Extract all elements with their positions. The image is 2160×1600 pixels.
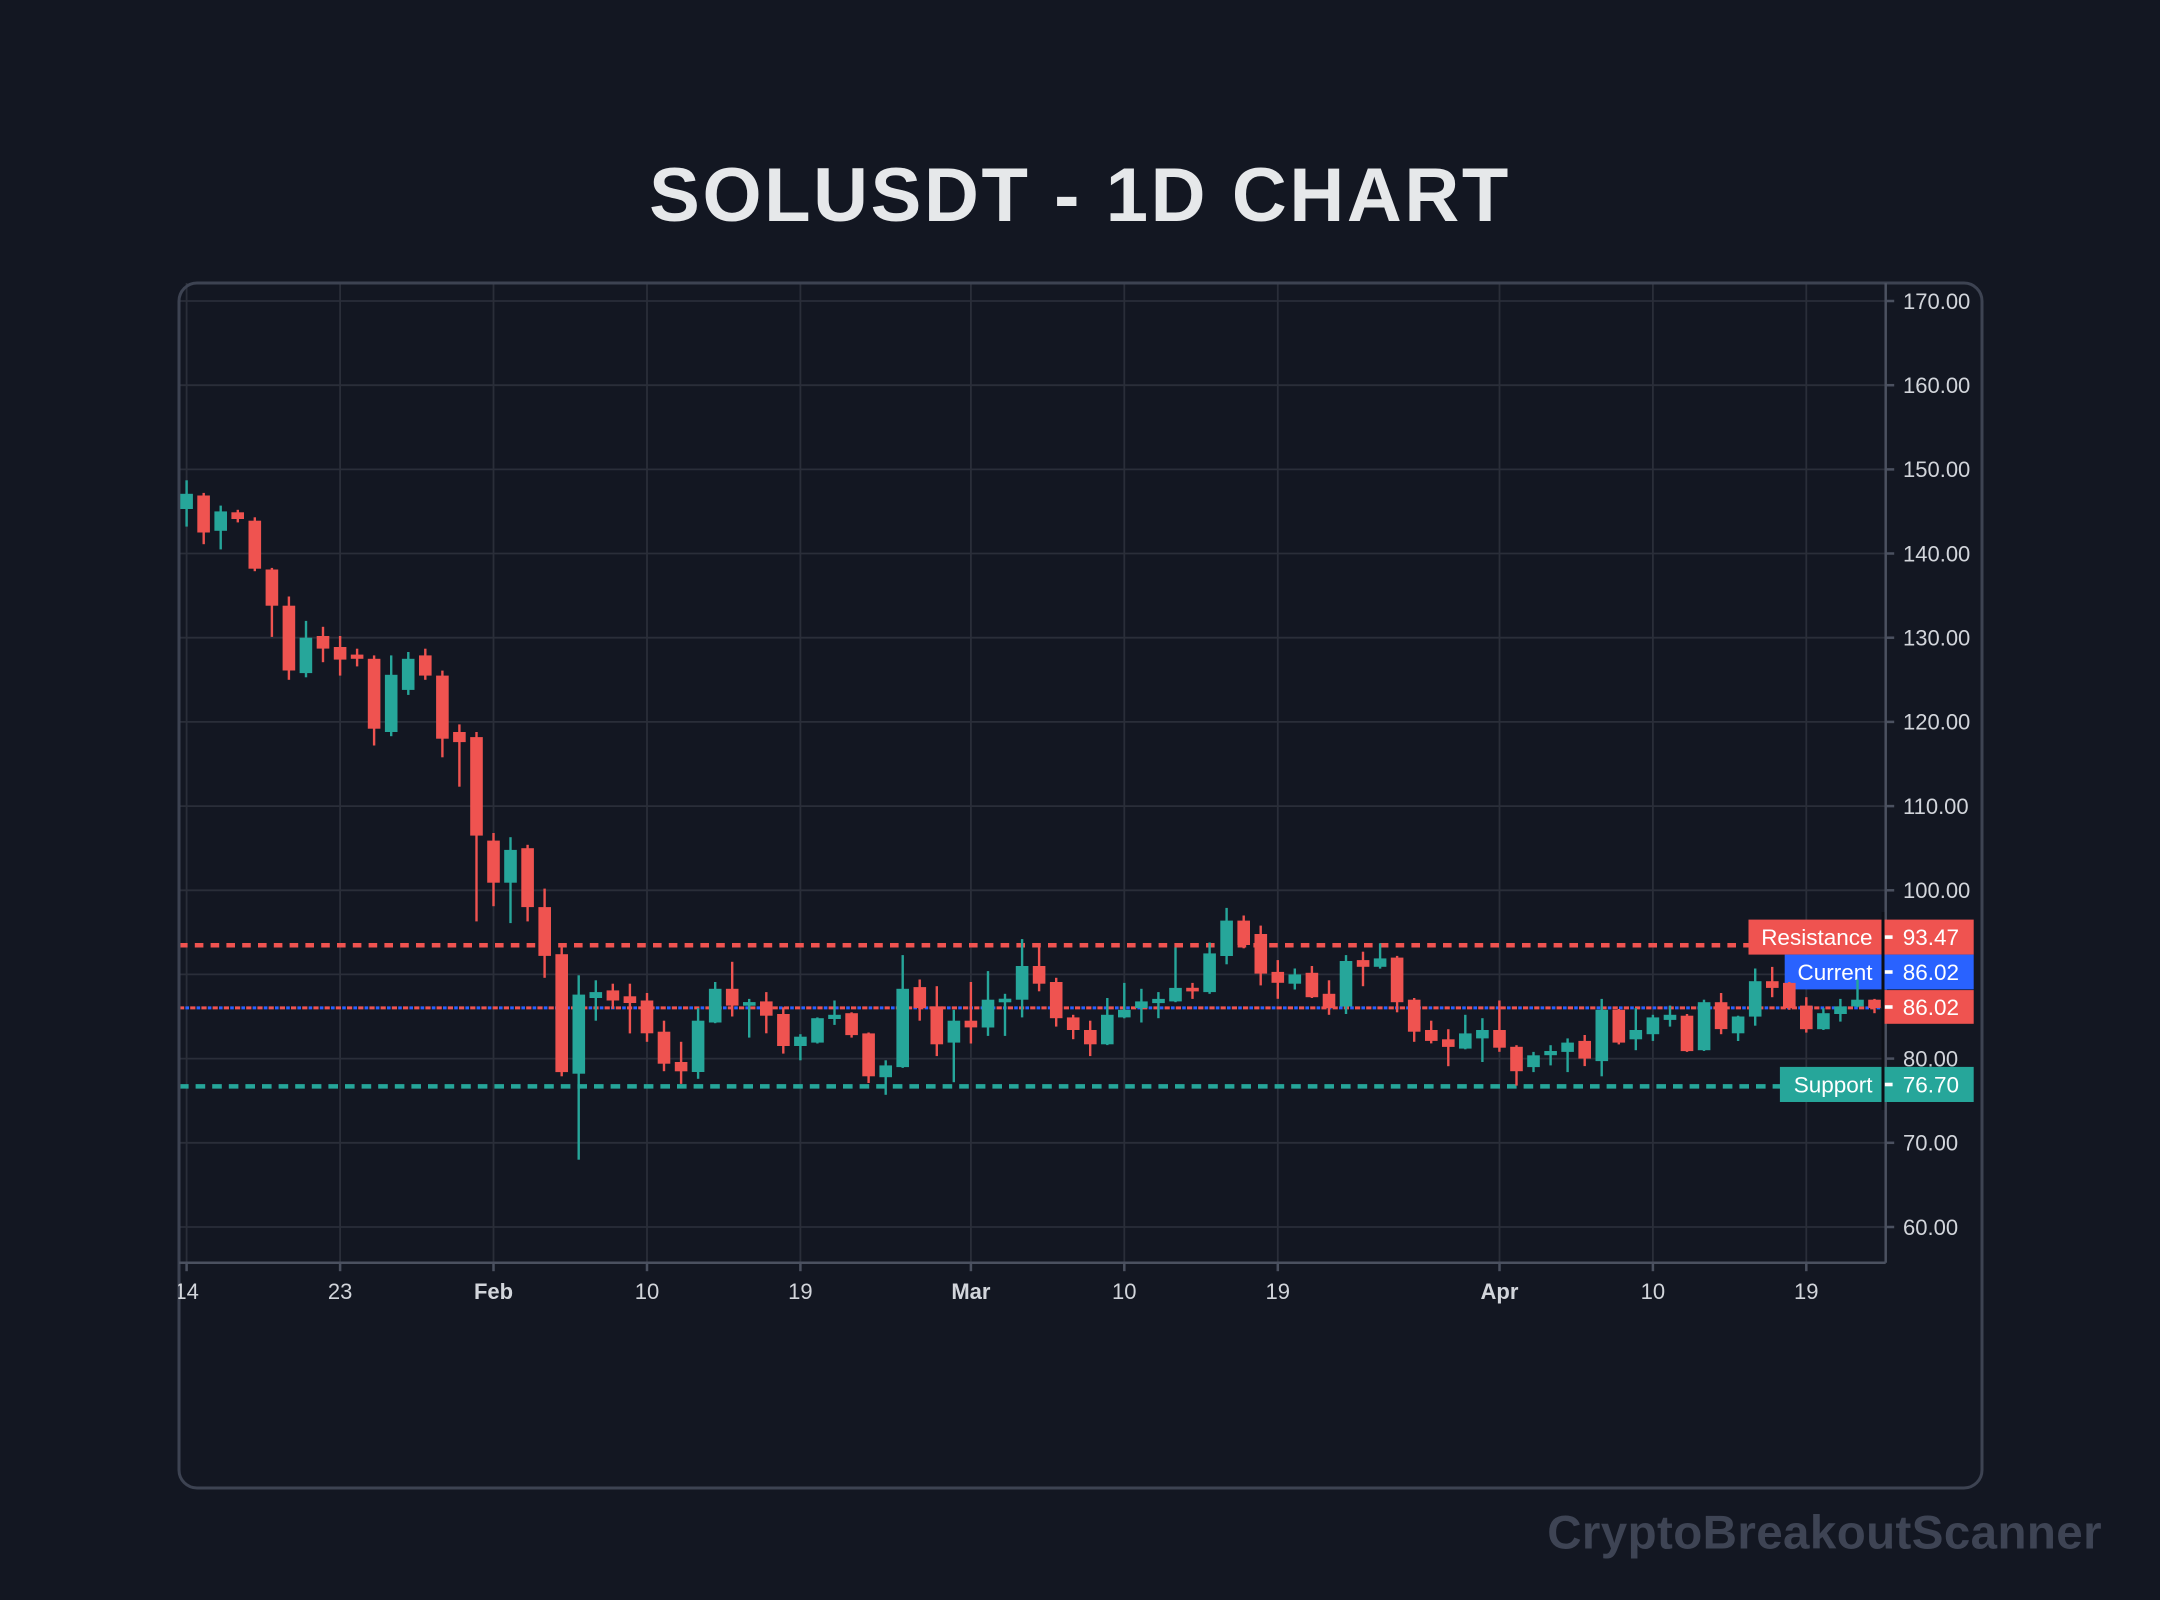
svg-text:Resistance: Resistance xyxy=(1761,925,1872,950)
svg-text:SOLUSDT - 1D CHART: SOLUSDT - 1D CHART xyxy=(649,153,1511,238)
svg-text:160.00: 160.00 xyxy=(1903,373,1970,398)
svg-text:Apr: Apr xyxy=(1481,1279,1519,1304)
svg-text:86.02: 86.02 xyxy=(1903,960,1959,985)
svg-text:10: 10 xyxy=(1641,1279,1665,1304)
svg-text:150.00: 150.00 xyxy=(1903,457,1970,482)
svg-text:Mar: Mar xyxy=(951,1279,991,1304)
svg-text:23: 23 xyxy=(328,1279,352,1304)
svg-text:Current: Current xyxy=(1797,960,1873,985)
svg-text:Support: Support xyxy=(1794,1073,1874,1098)
svg-text:19: 19 xyxy=(1266,1279,1290,1304)
svg-text:10: 10 xyxy=(635,1279,659,1304)
svg-text:93.47: 93.47 xyxy=(1903,925,1959,950)
svg-text:100.00: 100.00 xyxy=(1903,878,1970,903)
svg-text:60.00: 60.00 xyxy=(1903,1215,1958,1240)
svg-text:19: 19 xyxy=(1794,1279,1818,1304)
svg-text:10: 10 xyxy=(1112,1279,1136,1304)
svg-text:110.00: 110.00 xyxy=(1903,794,1969,819)
svg-text:CryptoBreakoutScanner: CryptoBreakoutScanner xyxy=(1547,1506,2102,1559)
svg-text:14: 14 xyxy=(174,1279,198,1304)
svg-text:170.00: 170.00 xyxy=(1903,289,1970,314)
svg-text:Feb: Feb xyxy=(474,1279,513,1304)
svg-text:70.00: 70.00 xyxy=(1903,1131,1958,1156)
svg-text:19: 19 xyxy=(788,1279,812,1304)
svg-text:86.02: 86.02 xyxy=(1903,995,1959,1020)
svg-text:130.00: 130.00 xyxy=(1903,626,1970,651)
svg-text:76.70: 76.70 xyxy=(1903,1073,1959,1098)
svg-text:120.00: 120.00 xyxy=(1903,710,1970,735)
svg-text:140.00: 140.00 xyxy=(1903,541,1970,566)
